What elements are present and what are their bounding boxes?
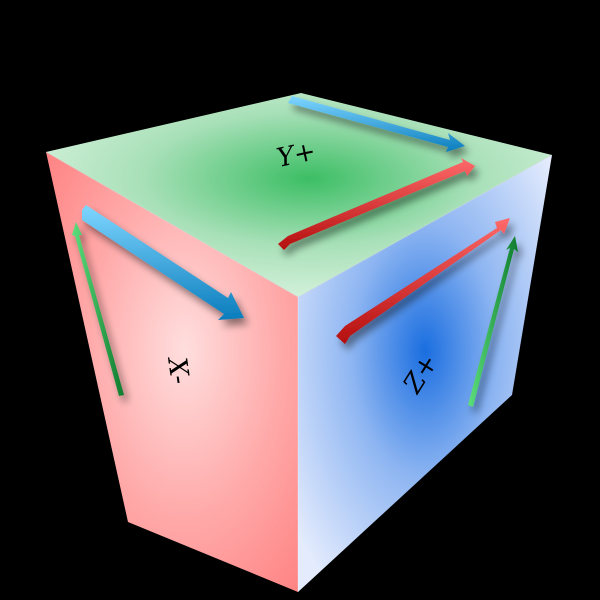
arrow-left-green — [72, 222, 124, 396]
face-label-left: X- — [161, 354, 195, 386]
arrow-top-blue — [288, 96, 465, 152]
arrow-right-green — [468, 236, 518, 407]
arrow-top-red — [278, 158, 475, 250]
arrow-right-red — [336, 218, 510, 344]
arrow-left-blue — [82, 205, 244, 320]
cube-face-top — [46, 93, 552, 297]
cube-face-right — [298, 155, 552, 592]
cube-edge — [45, 151, 553, 298]
cube-face-left — [46, 152, 298, 592]
